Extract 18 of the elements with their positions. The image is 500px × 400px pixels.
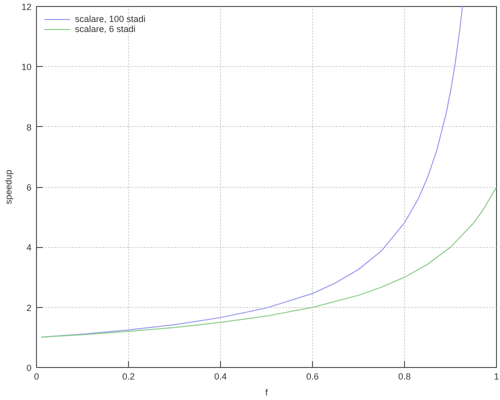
y-tick-label: 0: [26, 363, 32, 373]
legend-label: scalare, 6 stadi: [75, 24, 136, 34]
x-tick-label: 0.8: [398, 372, 411, 382]
y-tick-label: 8: [26, 122, 32, 132]
x-tick-label: 0.2: [122, 372, 135, 382]
y-tick-label: 2: [26, 302, 32, 313]
line-series: [40, 186, 496, 338]
x-axis-title: f: [265, 388, 268, 398]
y-tick-label: 12: [21, 2, 32, 12]
x-tick-label: 1: [494, 372, 500, 382]
y-tick-label: 10: [21, 62, 32, 72]
y-tick-label: 4: [26, 242, 32, 253]
y-tick-label: 6: [26, 182, 32, 192]
x-tick-label: 0: [34, 372, 40, 382]
y-axis-title: speedup: [3, 170, 14, 204]
x-tick-label: 0.6: [306, 372, 319, 382]
legend-label: scalare, 100 stadi: [75, 14, 146, 24]
x-tick-label: 0.4: [214, 372, 227, 382]
